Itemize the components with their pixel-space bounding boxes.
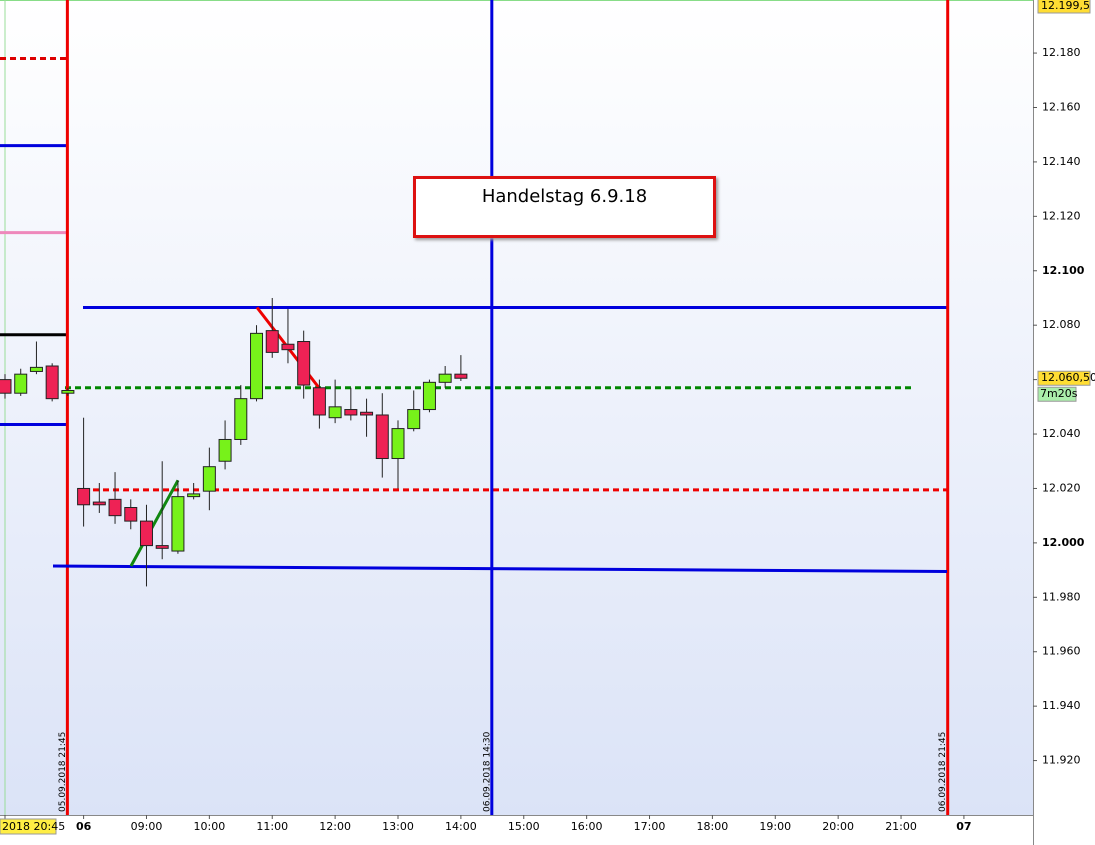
plot-area: [0, 0, 1033, 815]
candle-body: [45, 365, 59, 400]
candle-body: [438, 373, 452, 383]
candle-body: [265, 330, 279, 353]
x-tick-label: 16:00: [571, 820, 603, 833]
y-tick-label: 12.140: [1042, 155, 1081, 168]
annotation-box: Handelstag 6.9.18: [413, 176, 716, 238]
x-tick-label: 09:00: [131, 820, 163, 833]
price-marker-bg: [1037, 370, 1091, 386]
vertical-line-label: 06.09.2018 21:45: [938, 732, 948, 812]
x-tick-label: 07: [956, 820, 971, 833]
x-tick-label: 12:00: [319, 820, 351, 833]
candle-body: [281, 343, 295, 351]
vertical-line-label: 05.09.2018 21:45: [58, 732, 68, 812]
candle-body: [218, 438, 232, 462]
candle-body: [375, 414, 389, 460]
trend-line: [129, 479, 180, 567]
candle-body: [454, 373, 468, 379]
candle-body: [0, 379, 12, 394]
y-tick-label: 12.040: [1042, 427, 1081, 440]
x-tick-label: 20:00: [822, 820, 854, 833]
candle-body: [187, 493, 201, 498]
candle-body: [92, 501, 106, 506]
x-tick-label: 18:00: [697, 820, 729, 833]
y-tick-label: 12.120: [1042, 209, 1081, 222]
candle-body: [391, 428, 405, 460]
y-tick-label: 12.160: [1042, 100, 1081, 113]
y-tick-label: 11.920: [1042, 754, 1081, 767]
x-tick-label: 14:00: [445, 820, 477, 833]
candle-body: [139, 520, 153, 547]
y-tick-label: 11.980: [1042, 590, 1081, 603]
x-tick-label: 21:00: [885, 820, 917, 833]
x-tick-label: 15:00: [508, 820, 540, 833]
x-tick-label: 17:00: [634, 820, 666, 833]
y-tick-label: 12.020: [1042, 481, 1081, 494]
candle-body: [29, 366, 43, 372]
x-label-bg: [0, 818, 57, 835]
candle-body: [407, 409, 421, 430]
x-tick-label: 06: [76, 820, 92, 833]
y-tick-label: 12.180: [1042, 46, 1081, 59]
candle-body: [124, 507, 138, 522]
candle-body: [250, 332, 264, 400]
countdown-bg: [1037, 386, 1077, 402]
candle-body: [328, 406, 342, 419]
y-tick-label: 12.100: [1042, 264, 1085, 277]
candle-body: [344, 409, 358, 416]
y-tick-label: 12.080: [1042, 318, 1081, 331]
trend-line: [52, 564, 948, 573]
y-tick-label: 11.960: [1042, 645, 1081, 658]
price-marker-label: 12.060,50: [1041, 371, 1095, 384]
vertical-line-label: 06.09.2018 14:30: [482, 731, 492, 812]
candle-body: [77, 487, 91, 506]
x-tick-label: 10:00: [194, 820, 226, 833]
candle-body: [108, 498, 122, 517]
candle-body: [312, 387, 326, 416]
candle-body: [234, 398, 248, 440]
candle-body: [422, 381, 436, 411]
price-marker-bg: [1037, 0, 1091, 14]
price-marker-label: 12.199,5: [1041, 0, 1090, 12]
candle-body: [171, 496, 185, 552]
y-tick-label: 11.940: [1042, 699, 1081, 712]
candle-body: [297, 341, 311, 386]
candle-body: [202, 466, 216, 492]
x-tick-label: 13:00: [382, 820, 414, 833]
candle-body: [360, 411, 374, 416]
x-tick-label: 11:00: [256, 820, 288, 833]
candle-body: [14, 373, 28, 394]
x-tick-label: 2018 20:45: [2, 820, 65, 833]
y-tick-label: 12.000: [1042, 536, 1085, 549]
x-tick-label: 19:00: [759, 820, 791, 833]
countdown: 7m20s: [1040, 387, 1078, 400]
candle-body: [155, 545, 169, 549]
candle-body: [61, 389, 75, 394]
